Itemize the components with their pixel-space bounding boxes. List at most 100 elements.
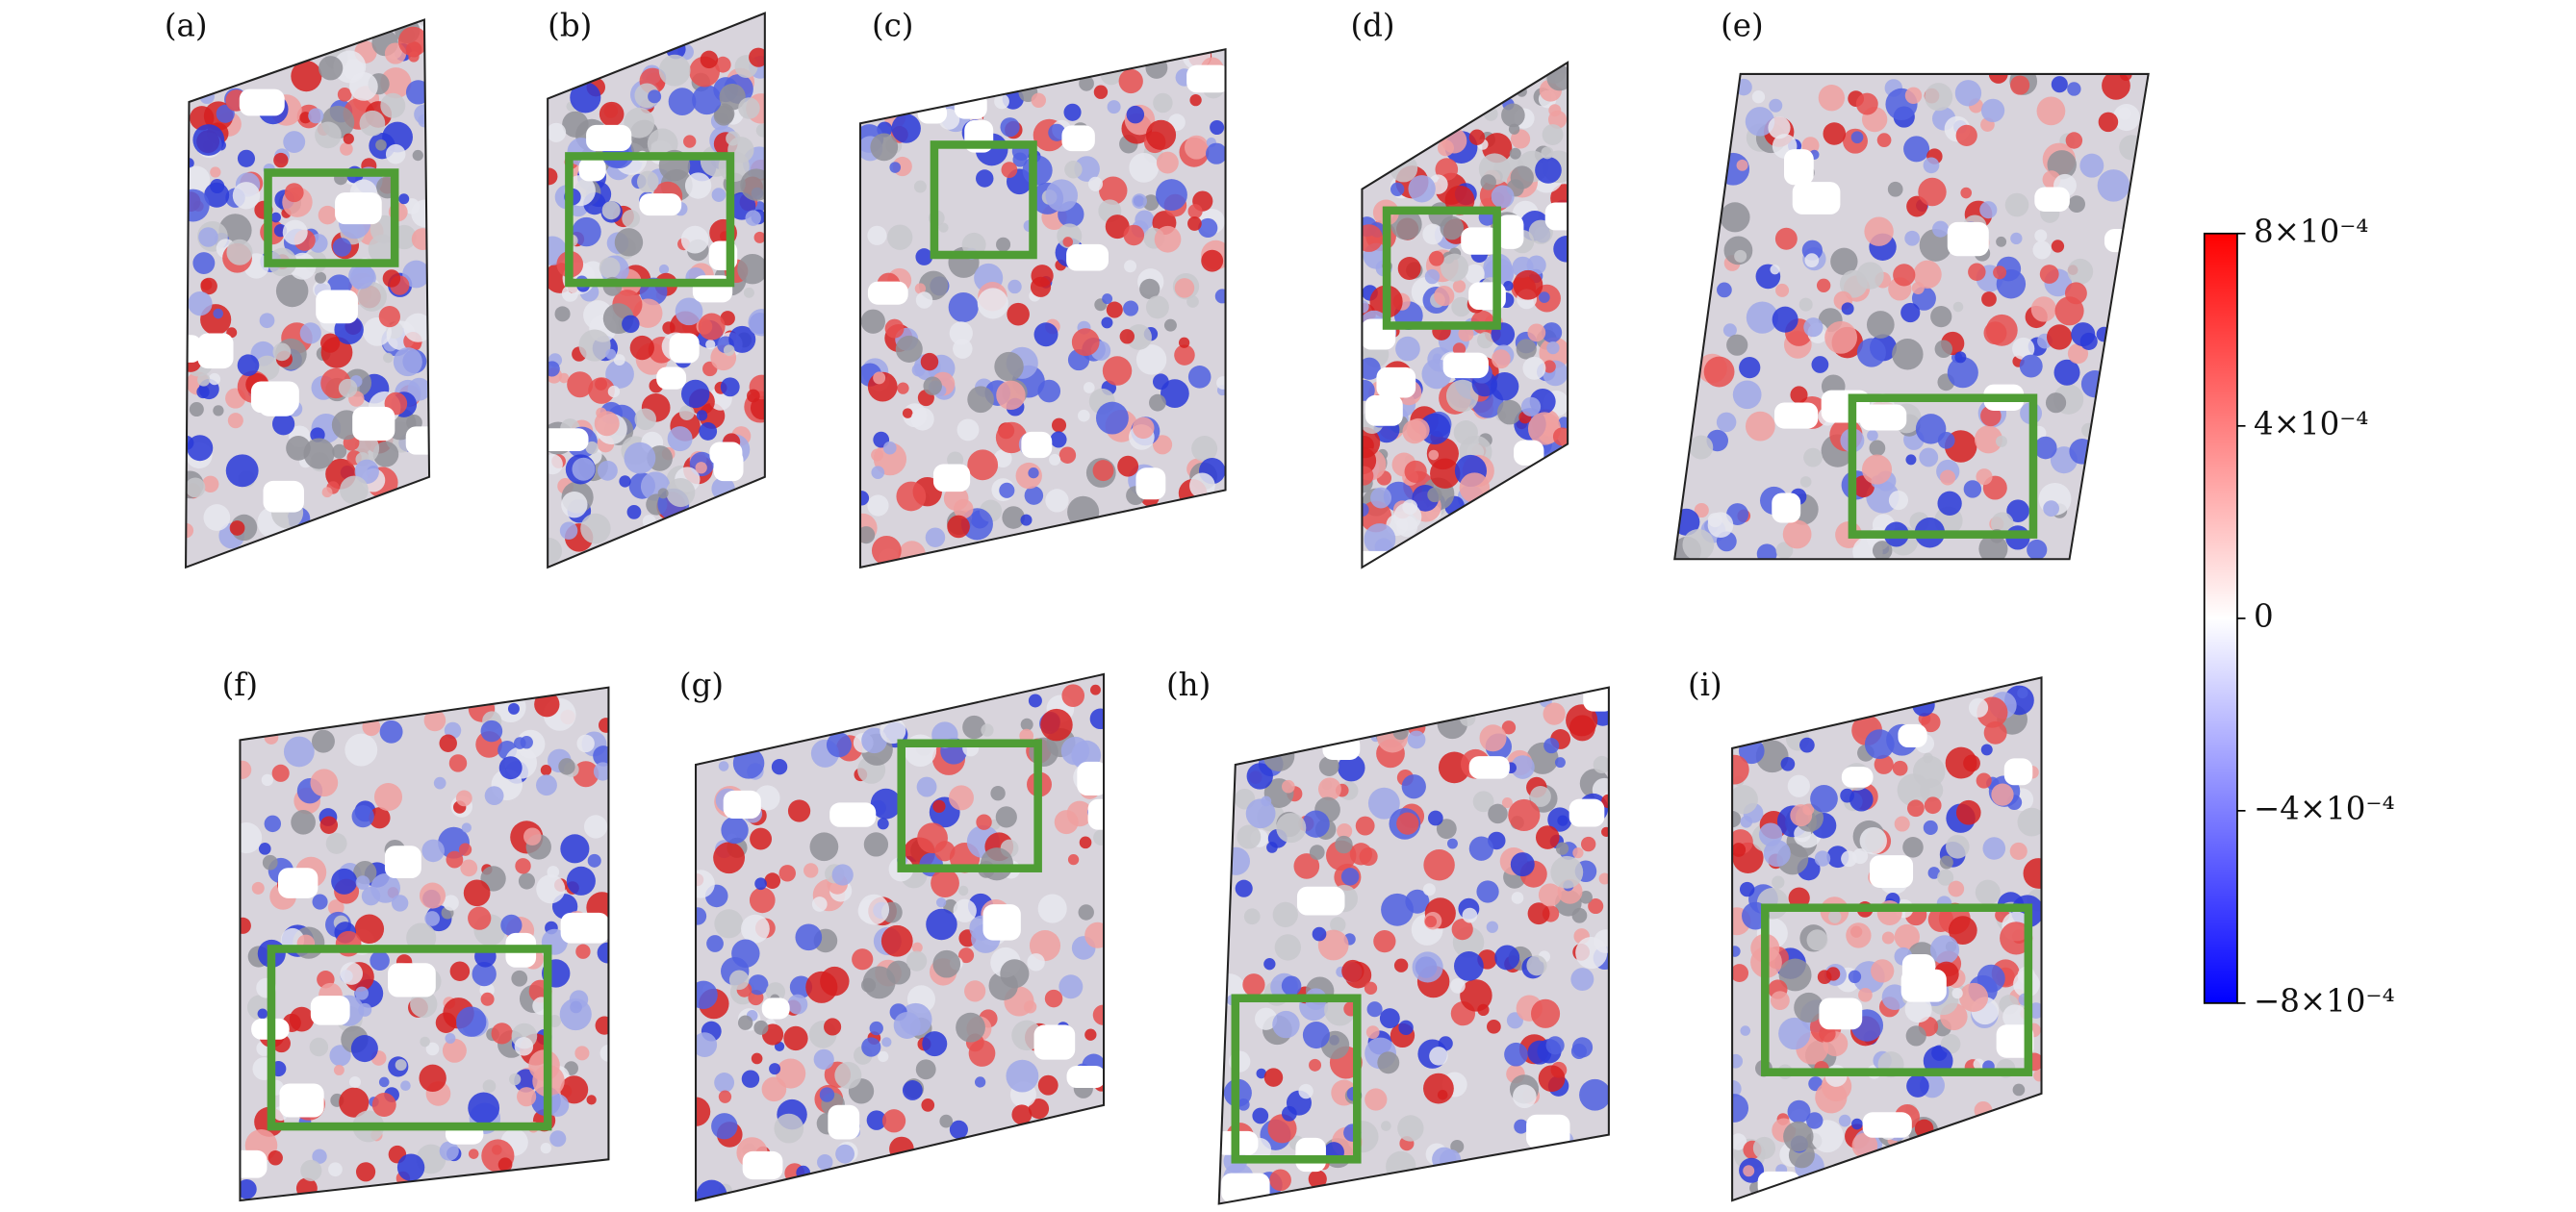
surface-blob xyxy=(964,980,986,1002)
surface-blob xyxy=(1187,204,1203,219)
surface-blob xyxy=(1788,887,1810,909)
surface-blob xyxy=(370,950,390,972)
surface-blob xyxy=(1769,98,1783,113)
surface-blob xyxy=(939,1114,954,1128)
surface-blob xyxy=(270,212,282,223)
surface-blob xyxy=(738,97,760,119)
surface-blob xyxy=(445,1032,456,1044)
surface-blob xyxy=(925,527,946,547)
surface-blob xyxy=(482,1079,497,1094)
surface-blob xyxy=(329,1045,351,1067)
surface-blob xyxy=(1282,1105,1297,1122)
surface-blob xyxy=(1732,1094,1749,1123)
surface-blob xyxy=(1818,85,1846,112)
surface-blob xyxy=(2012,1083,2026,1097)
surface-blob xyxy=(968,1040,996,1067)
surface-blob xyxy=(1594,929,1609,953)
surface-blob xyxy=(869,1021,883,1036)
surface-blob xyxy=(484,786,504,806)
surface-blob xyxy=(588,377,615,404)
surface-blob xyxy=(932,949,961,978)
surface-blob xyxy=(714,1073,735,1093)
surface-blob xyxy=(1123,300,1139,316)
surface-blob xyxy=(1423,1073,1454,1104)
surface-blob xyxy=(1538,883,1562,907)
surface-blob xyxy=(1803,317,1824,338)
panel-label: (h) xyxy=(1166,667,1211,703)
surface-blob xyxy=(999,482,1015,498)
surface-blob xyxy=(996,237,1011,252)
surface-blob xyxy=(468,906,492,930)
surface-blob xyxy=(1139,278,1160,299)
surface-blob xyxy=(889,1136,914,1162)
surface-blob xyxy=(1000,117,1020,138)
surface-blob xyxy=(275,274,309,308)
surface-blob xyxy=(1850,131,1864,144)
surface-blob xyxy=(348,1075,361,1088)
void xyxy=(1819,997,1863,1030)
surface-blob xyxy=(1460,979,1492,1012)
surface-blob xyxy=(201,475,219,493)
surface-blob xyxy=(210,166,221,178)
surface-blob xyxy=(421,839,445,863)
surface-blob xyxy=(895,335,923,363)
surface-blob xyxy=(1079,75,1094,91)
surface-blob xyxy=(1770,265,1780,275)
surface-blob xyxy=(337,87,352,102)
surface-blob xyxy=(745,210,761,226)
surface-blob xyxy=(1269,1169,1291,1192)
surface-blob xyxy=(291,809,316,835)
void xyxy=(1238,1174,1266,1204)
surface-blob xyxy=(1946,834,1970,859)
surface-blob xyxy=(893,1011,921,1039)
surface-blob xyxy=(877,818,889,830)
surface-blob xyxy=(594,411,620,437)
void xyxy=(656,366,687,390)
cell-outline xyxy=(1361,61,1569,569)
surface-blob xyxy=(720,377,740,397)
surface-blob xyxy=(1815,1081,1848,1114)
surface-blob xyxy=(1309,845,1325,860)
surface-blob xyxy=(203,504,231,531)
surface-blob xyxy=(870,788,902,820)
surface-blob xyxy=(956,418,980,442)
surface-blob xyxy=(1060,736,1090,766)
surface-blob xyxy=(583,815,608,839)
surface-blob xyxy=(1293,853,1320,879)
surface-blob xyxy=(213,405,224,417)
surface-blob xyxy=(213,308,224,319)
surface-blob xyxy=(271,413,295,436)
surface-blob xyxy=(1799,476,1812,488)
surface-blob xyxy=(1782,519,1812,549)
surface-blob xyxy=(188,290,213,316)
surface-blob xyxy=(728,325,756,353)
surface-blob xyxy=(2045,392,2067,414)
panel: (e) xyxy=(1673,8,2150,561)
surface-blob xyxy=(442,1038,467,1063)
surface-blob xyxy=(433,776,446,790)
surface-blob xyxy=(962,715,986,740)
surface-blob xyxy=(2080,370,2109,398)
surface-blob xyxy=(1078,904,1094,921)
surface-blob xyxy=(575,944,591,959)
surface-blob xyxy=(1142,194,1160,212)
surface-blob xyxy=(1050,431,1067,448)
panel: (i) xyxy=(1688,667,2043,1202)
surface-blob xyxy=(1152,435,1173,455)
surface-blob xyxy=(1476,880,1499,903)
surface-blob xyxy=(1210,119,1225,136)
surface-blob xyxy=(675,297,703,326)
surface-blob xyxy=(1488,803,1508,824)
surface-blob xyxy=(1541,322,1563,343)
surface-blob xyxy=(559,997,592,1031)
surface-blob xyxy=(300,1159,322,1182)
surface-blob xyxy=(1732,380,1762,410)
surface-blob xyxy=(1237,824,1262,849)
surface-blob xyxy=(967,386,994,414)
surface-blob xyxy=(1914,1119,1934,1139)
surface-blob xyxy=(1020,514,1033,526)
surface-blob xyxy=(1452,342,1467,356)
void xyxy=(1066,243,1109,271)
surface-blob xyxy=(1366,1001,1383,1018)
surface-blob xyxy=(1106,301,1123,318)
